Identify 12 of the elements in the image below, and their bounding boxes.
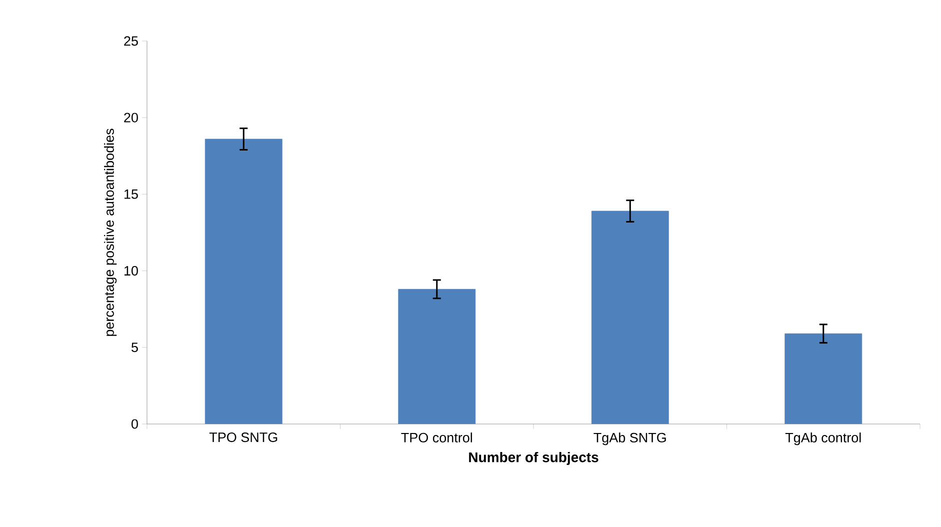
y-tick-label: 0 [132,419,138,429]
x-axis-title: Number of subjects [469,452,598,465]
y-axis-title: percentage positive autoantibodies [104,128,117,336]
y-tick-label: 15 [124,189,138,199]
x-tick-label: TgAb control [785,432,861,446]
x-tick-label: TPO SNTG [209,432,278,442]
x-tick-label: TPO control [401,432,472,442]
y-tick-label: 5 [132,342,138,352]
y-tick-label: 10 [124,266,138,276]
y-tick-label: 25 [124,36,138,46]
y-tick-label: 20 [124,112,138,122]
x-tick-label: TgAb SNTG [594,432,666,446]
